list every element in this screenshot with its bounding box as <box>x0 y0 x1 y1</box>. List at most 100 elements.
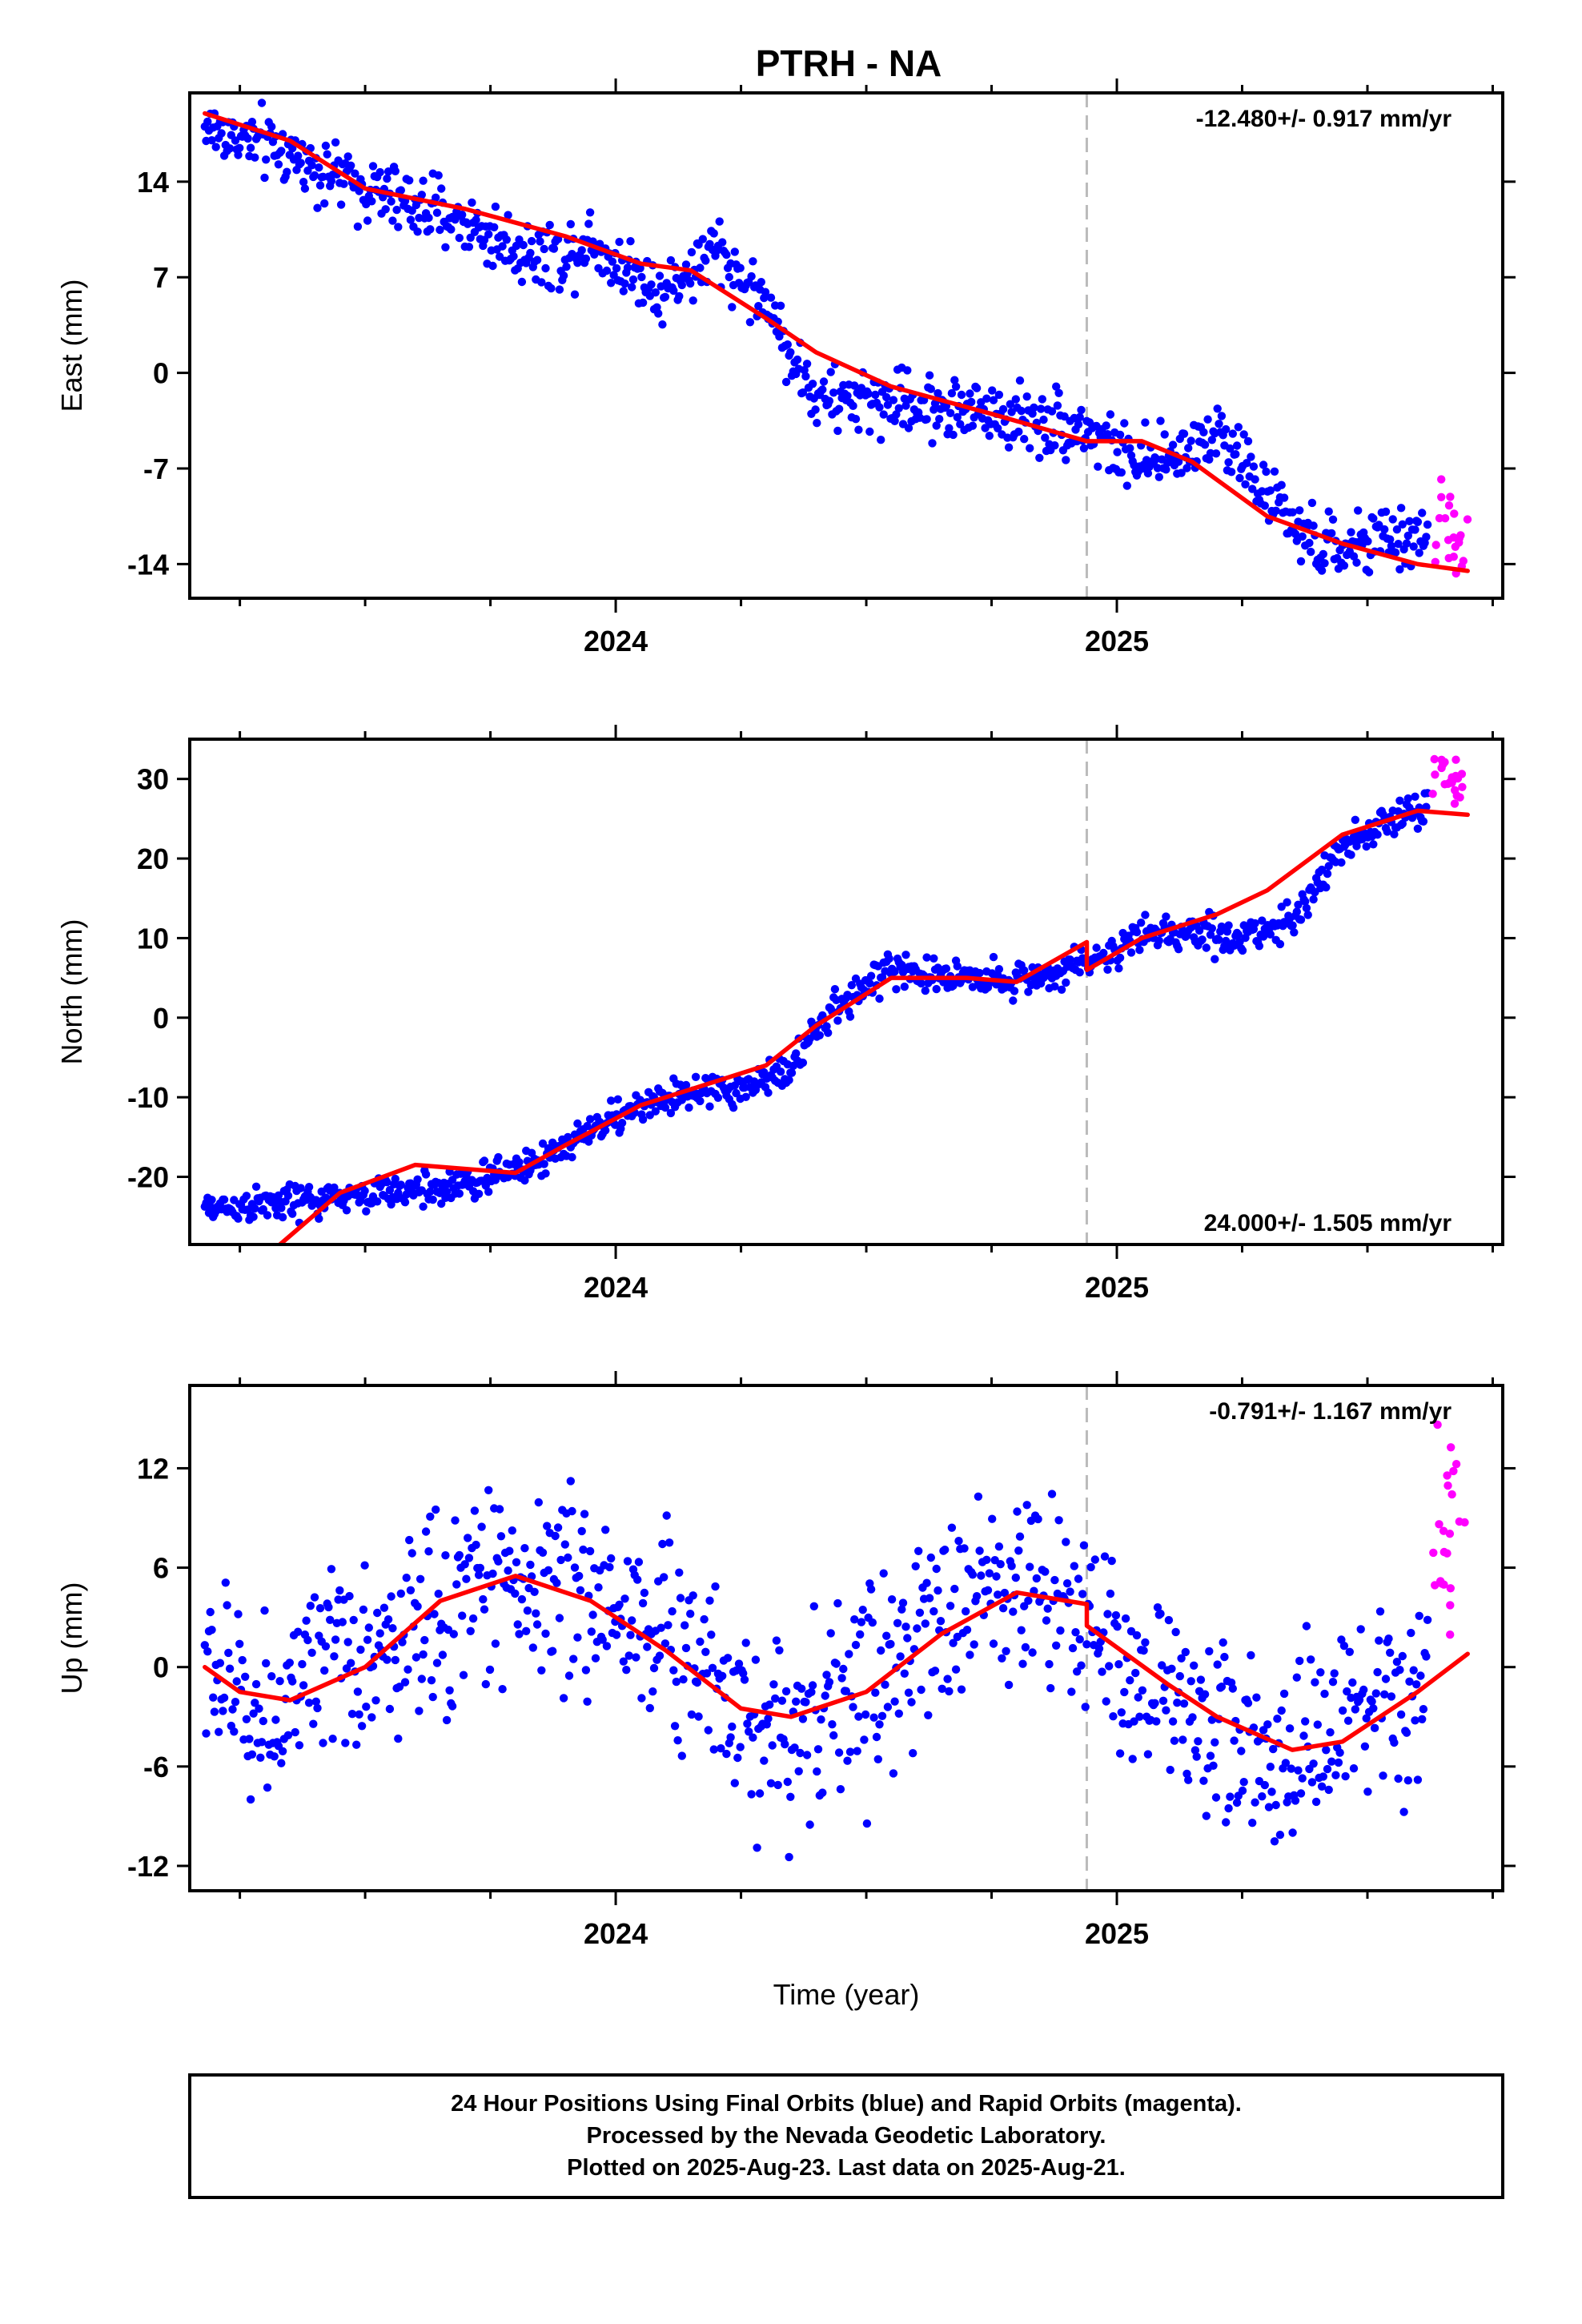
up-final-point <box>1004 1680 1014 1690</box>
up-final-point <box>1026 1562 1034 1571</box>
up-rapid-point <box>1435 1520 1443 1529</box>
up-final-point <box>1230 1736 1239 1745</box>
up-final-point <box>1320 1689 1329 1699</box>
north-final-point <box>387 1200 396 1209</box>
up-final-point <box>886 1639 895 1649</box>
north-frame <box>188 738 1504 1246</box>
up-final-point <box>251 1699 259 1707</box>
east-final-point <box>1409 542 1418 551</box>
north-final-point <box>1259 932 1268 941</box>
up-final-point <box>215 1727 223 1736</box>
up-y-tick-label: 6 <box>153 1552 169 1585</box>
east-final-point <box>1375 521 1383 529</box>
east-final-point <box>432 193 440 202</box>
up-final-point <box>338 1618 347 1626</box>
up-rapid-point <box>1460 1518 1469 1527</box>
up-final-point <box>1100 1552 1110 1561</box>
up-final-point <box>1295 1656 1304 1666</box>
up-final-point <box>875 1720 884 1729</box>
up-final-point <box>764 1714 773 1723</box>
north-final-point <box>480 1156 489 1165</box>
north-final-point <box>1324 862 1333 870</box>
up-final-point <box>1222 1818 1231 1827</box>
east-final-point <box>355 187 363 195</box>
east-final-point <box>1349 552 1359 561</box>
up-final-point <box>624 1651 633 1660</box>
up-final-point <box>1260 1780 1270 1790</box>
up-final-point <box>1264 1803 1274 1811</box>
east-final-point <box>1154 472 1164 481</box>
east-x-tick-label: 2024 <box>584 625 648 657</box>
up-final-point <box>845 1650 853 1659</box>
east-final-point <box>1035 453 1044 462</box>
up-rapid-point <box>1447 1443 1456 1452</box>
east-final-point <box>1054 388 1063 397</box>
up-final-point <box>1395 1666 1404 1675</box>
north-final-point <box>787 1068 797 1077</box>
east-final-point <box>661 292 670 301</box>
east-final-point <box>1004 443 1014 452</box>
east-final-point <box>637 272 646 282</box>
north-final-point <box>824 1028 833 1037</box>
up-final-point <box>926 1553 936 1562</box>
up-final-point <box>223 1601 231 1610</box>
north-final-point <box>1288 921 1297 930</box>
up-final-point <box>241 1672 250 1681</box>
north-final-point <box>1066 955 1074 964</box>
north-final-point <box>847 981 857 990</box>
north-final-point <box>1403 794 1413 803</box>
up-final-point <box>1224 1803 1233 1813</box>
up-final-point <box>496 1532 506 1541</box>
east-final-point <box>687 247 697 257</box>
east-final-point <box>1186 436 1195 445</box>
up-final-point <box>307 1648 316 1657</box>
east-rapid-point <box>1437 493 1446 501</box>
up-final-point <box>1109 1712 1118 1721</box>
up-final-point <box>1043 1604 1052 1613</box>
up-final-point <box>569 1655 578 1663</box>
up-final-point <box>343 1638 352 1647</box>
north-panel: 2024 2025 -20 -10 0 10 20 30 North (mm) 24.000+/-… <box>55 725 1516 1304</box>
up-final-point <box>1050 1575 1059 1585</box>
east-final-point <box>315 181 325 190</box>
east-final-point <box>1120 419 1129 428</box>
east-final-point <box>1422 533 1431 541</box>
up-final-point <box>587 1627 596 1636</box>
up-final-point <box>534 1498 543 1507</box>
north-final-point <box>1050 982 1059 991</box>
east-final-point <box>947 388 957 398</box>
east-final-point <box>889 396 898 404</box>
east-final-point <box>1224 458 1233 467</box>
up-final-point <box>1307 1655 1315 1664</box>
up-final-point <box>898 1598 908 1607</box>
up-final-point <box>696 1637 705 1647</box>
up-final-point <box>580 1510 589 1518</box>
up-final-point <box>930 1667 940 1675</box>
north-final-point <box>1154 936 1164 945</box>
east-final-point <box>1239 430 1248 439</box>
east-final-point <box>626 237 635 246</box>
east-final-point <box>566 219 575 229</box>
up-final-point <box>954 1537 963 1546</box>
up-final-point <box>790 1743 799 1752</box>
up-final-point <box>619 1657 628 1666</box>
up-final-point <box>1207 1715 1217 1724</box>
up-final-point <box>821 1691 829 1700</box>
up-final-point <box>242 1715 251 1723</box>
east-final-point <box>455 233 464 243</box>
east-model-curve <box>203 111 1470 573</box>
east-final-point <box>1288 508 1297 517</box>
east-final-point <box>1279 493 1289 502</box>
up-model-curve <box>203 1574 1470 1752</box>
east-final-point <box>1011 395 1021 404</box>
up-final-point <box>420 1635 429 1645</box>
east-final-point <box>985 432 994 440</box>
up-final-point <box>591 1654 600 1663</box>
up-final-point <box>794 1767 803 1775</box>
north-final-point <box>764 1088 773 1097</box>
up-final-point <box>1181 1647 1191 1657</box>
up-final-point <box>1287 1764 1296 1773</box>
up-final-point <box>753 1844 761 1852</box>
up-final-point <box>797 1684 806 1693</box>
up-final-point <box>808 1681 817 1690</box>
